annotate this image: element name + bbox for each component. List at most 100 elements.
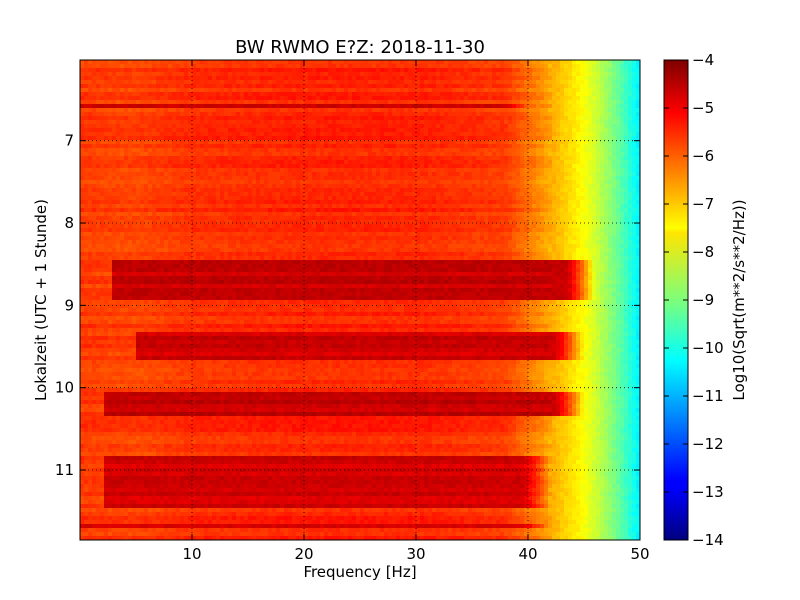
heatmap-cell xyxy=(628,144,633,149)
heatmap-cell xyxy=(92,108,97,113)
heatmap-cell xyxy=(148,124,153,129)
heatmap-cell xyxy=(344,152,349,157)
heatmap-cell xyxy=(548,88,553,93)
heatmap-cell xyxy=(460,148,465,153)
heatmap-cell xyxy=(508,180,513,185)
heatmap-cell xyxy=(464,196,469,201)
heatmap-cell xyxy=(380,76,385,81)
heatmap-cell xyxy=(336,60,341,65)
heatmap-cell xyxy=(232,168,237,173)
heatmap-cell xyxy=(548,64,553,69)
heatmap-cell xyxy=(260,112,265,117)
heatmap-cell xyxy=(264,172,269,177)
heatmap-cell xyxy=(260,168,265,173)
heatmap-cell xyxy=(604,152,609,157)
heatmap-cell xyxy=(248,136,253,141)
heatmap-cell xyxy=(524,60,529,65)
heatmap-cell xyxy=(332,104,337,109)
heatmap-cell xyxy=(216,96,221,101)
heatmap-cell xyxy=(356,80,361,85)
heatmap-cell xyxy=(148,164,153,169)
heatmap-cell xyxy=(156,112,161,117)
heatmap-cell xyxy=(328,156,333,161)
heatmap-cell xyxy=(556,120,561,125)
heatmap-cell xyxy=(400,64,405,69)
heatmap-cell xyxy=(128,88,133,93)
heatmap-cell xyxy=(128,188,133,193)
heatmap-cell xyxy=(252,80,257,85)
heatmap-cell xyxy=(316,184,321,189)
heatmap-cell xyxy=(404,76,409,81)
heatmap-cell xyxy=(200,200,205,205)
heatmap-cell xyxy=(296,84,301,89)
heatmap-cell xyxy=(392,156,397,161)
heatmap-cell xyxy=(396,124,401,129)
heatmap-cell xyxy=(116,180,121,185)
heatmap-cell xyxy=(480,64,485,69)
heatmap-cell xyxy=(148,200,153,205)
heatmap-cell xyxy=(340,120,345,125)
heatmap-cell xyxy=(576,152,581,157)
heatmap-cell xyxy=(408,80,413,85)
heatmap-cell xyxy=(272,80,277,85)
heatmap-cell xyxy=(212,132,217,137)
heatmap-cell xyxy=(96,84,101,89)
heatmap-cell xyxy=(232,64,237,69)
heatmap-cell xyxy=(248,132,253,137)
heatmap-cell xyxy=(220,96,225,101)
heatmap-cell xyxy=(368,92,373,97)
heatmap-cell xyxy=(336,136,341,141)
heatmap-cell xyxy=(180,76,185,81)
heatmap-cell xyxy=(88,132,93,137)
heatmap-cell xyxy=(172,116,177,121)
heatmap-cell xyxy=(556,92,561,97)
heatmap-cell xyxy=(512,128,517,133)
heatmap-cell xyxy=(308,200,313,205)
heatmap-cell xyxy=(532,72,537,77)
heatmap-cell xyxy=(224,84,229,89)
heatmap-cell xyxy=(600,120,605,125)
heatmap-cell xyxy=(168,60,173,65)
heatmap-cell xyxy=(412,64,417,69)
heatmap-cell xyxy=(436,132,441,137)
heatmap-cell xyxy=(588,148,593,153)
heatmap-cell xyxy=(524,160,529,165)
heatmap-cell xyxy=(372,196,377,201)
heatmap-cell xyxy=(460,84,465,89)
heatmap-cell xyxy=(196,64,201,69)
heatmap-cell xyxy=(468,84,473,89)
heatmap-cell xyxy=(224,180,229,185)
heatmap-cell xyxy=(548,96,553,101)
heatmap-cell xyxy=(636,64,640,69)
heatmap-cell xyxy=(416,156,421,161)
heatmap-cell xyxy=(472,84,477,89)
heatmap-cell xyxy=(492,100,497,105)
heatmap-cell xyxy=(124,200,129,205)
heatmap-cell xyxy=(112,136,117,141)
heatmap-cell xyxy=(404,60,409,65)
heatmap-cell xyxy=(404,72,409,77)
heatmap-cell xyxy=(432,76,437,81)
heatmap-cell xyxy=(628,92,633,97)
heatmap-cell xyxy=(624,108,629,113)
heatmap-cell xyxy=(80,120,85,125)
heatmap-cell xyxy=(544,188,549,193)
heatmap-cell xyxy=(276,60,281,65)
heatmap-cell xyxy=(548,72,553,77)
heatmap-cell xyxy=(372,120,377,125)
heatmap-cell xyxy=(304,112,309,117)
heatmap-cell xyxy=(352,136,357,141)
heatmap-cell xyxy=(324,128,329,133)
heatmap-cell xyxy=(264,104,269,109)
heatmap-cell xyxy=(220,120,225,125)
heatmap-cell xyxy=(572,88,577,93)
heatmap-cell xyxy=(456,164,461,169)
heatmap-cell xyxy=(608,160,613,165)
heatmap-cell xyxy=(348,184,353,189)
heatmap-cell xyxy=(176,92,181,97)
heatmap-cell xyxy=(252,160,257,165)
heatmap-cell xyxy=(244,168,249,173)
heatmap-cell xyxy=(308,164,313,169)
heatmap-cell xyxy=(196,116,201,121)
heatmap-cell xyxy=(84,156,89,161)
